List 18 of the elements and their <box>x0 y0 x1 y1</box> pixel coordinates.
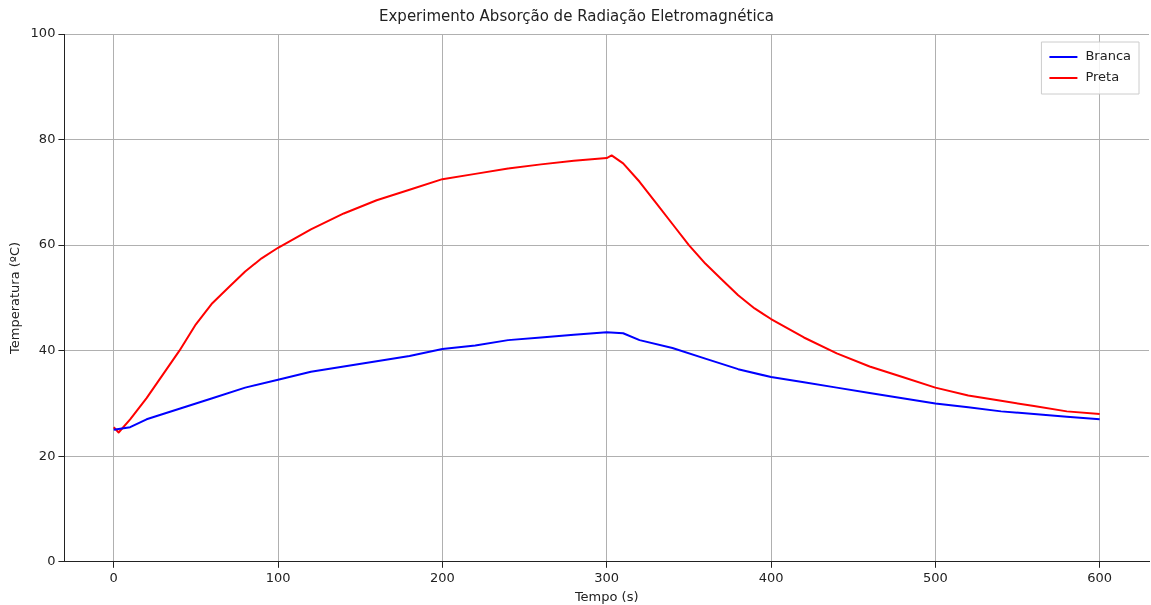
y-tick-label: 80 <box>38 130 56 146</box>
x-tick-label: 100 <box>265 569 291 585</box>
chart-title: Experimento Absorção de Radiação Eletromagnética <box>379 6 774 25</box>
x-tick-label: 400 <box>758 569 784 585</box>
y-tick-label: 0 <box>47 553 56 569</box>
x-axis-title: Tempo (s) <box>573 588 639 604</box>
x-tick-label: 500 <box>922 569 948 585</box>
y-tick-label: 40 <box>38 342 56 358</box>
x-tick-label: 600 <box>1087 569 1113 585</box>
legend-label: Preta <box>1085 69 1120 85</box>
y-axis-title: Temperatura (ºC) <box>7 241 23 355</box>
x-tick-label: 0 <box>109 569 118 585</box>
x-tick-label: 300 <box>594 569 620 585</box>
y-tick-label: 60 <box>38 236 56 252</box>
x-tick-label: 200 <box>429 569 455 585</box>
y-tick-label: 100 <box>30 25 56 41</box>
legend-label: Branca <box>1085 48 1132 64</box>
y-tick-label: 20 <box>38 447 56 463</box>
